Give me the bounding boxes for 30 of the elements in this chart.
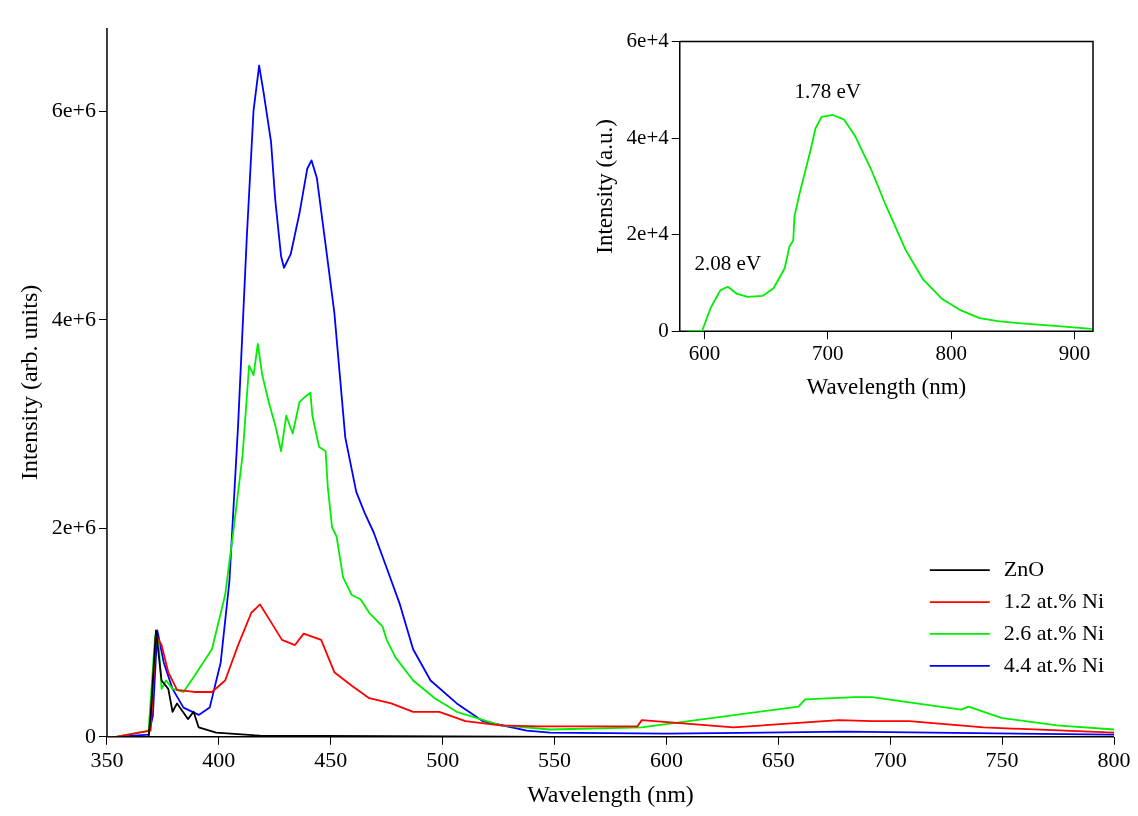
x-tick-label: 350 bbox=[90, 746, 124, 772]
x-tick-label: 600 bbox=[688, 341, 721, 366]
y-tick-label: 4e+6 bbox=[51, 305, 96, 331]
x-tick-label: 800 bbox=[1097, 746, 1131, 772]
legend-label: 1.2 at.% Ni bbox=[1003, 587, 1104, 613]
annotation: 2.08 eV bbox=[694, 250, 762, 275]
y-axis-title: Intensity (arb. units) bbox=[15, 284, 42, 481]
x-axis-title: Wavelength (nm) bbox=[806, 374, 967, 400]
x-tick-label: 400 bbox=[202, 746, 236, 772]
x-tick-label: 700 bbox=[812, 341, 844, 366]
x-tick-label: 650 bbox=[761, 746, 795, 772]
legend-label: ZnO bbox=[1003, 555, 1045, 581]
x-axis-title: Wavelength (nm) bbox=[527, 780, 694, 807]
y-tick-label: 0 bbox=[658, 317, 669, 342]
x-tick-label: 450 bbox=[314, 746, 348, 772]
x-tick-label: 550 bbox=[538, 746, 572, 772]
x-tick-label: 900 bbox=[1058, 341, 1091, 366]
y-axis-title: Intensity (a.u.) bbox=[591, 119, 617, 254]
x-tick-label: 500 bbox=[426, 746, 460, 772]
y-tick-label: 6e+4 bbox=[626, 28, 670, 53]
x-tick-label: 800 bbox=[935, 341, 967, 366]
y-tick-label: 2e+6 bbox=[51, 514, 96, 540]
y-tick-label: 2e+4 bbox=[626, 221, 670, 246]
x-tick-label: 700 bbox=[873, 746, 907, 772]
y-tick-label: 4e+4 bbox=[626, 124, 670, 149]
y-tick-label: 6e+6 bbox=[51, 97, 96, 123]
y-tick-label: 0 bbox=[84, 722, 96, 748]
annotation: 1.78 eV bbox=[794, 78, 862, 103]
x-tick-label: 600 bbox=[649, 746, 683, 772]
x-tick-label: 750 bbox=[985, 746, 1019, 772]
